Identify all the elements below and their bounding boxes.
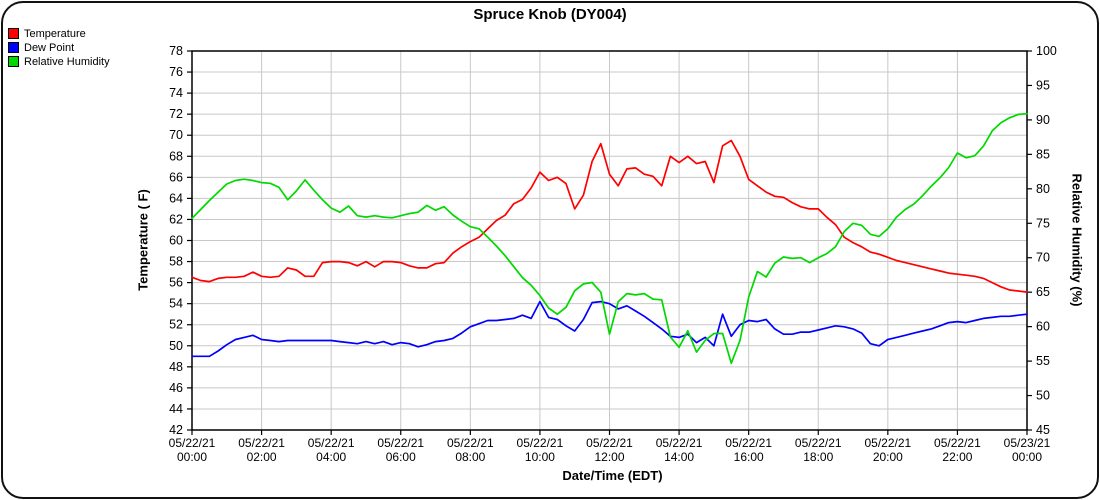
y-right-tick-label: 45 [1036,423,1050,437]
x-tick-label-date: 05/22/21 [308,436,355,450]
y-left-tick-label: 62 [169,212,183,226]
x-tick-label-date: 05/22/21 [725,436,772,450]
y-left-tick-label: 56 [169,276,183,290]
x-tick-label-time: 10:00 [525,450,555,464]
x-tick-label-date: 05/22/21 [934,436,981,450]
x-tick-label-date: 05/22/21 [586,436,633,450]
y-left-tick-label: 66 [169,170,183,184]
relative-humidity-swatch-icon [8,56,19,67]
y-right-tick-label: 85 [1036,147,1050,161]
x-tick-label-time: 06:00 [386,450,416,464]
y-left-tick-label: 70 [169,128,183,142]
legend-item-temperature: Temperature [8,27,110,40]
x-tick-label-time: 02:00 [247,450,277,464]
y-right-tick-label: 80 [1036,182,1050,196]
x-tick-label-time: 18:00 [803,450,833,464]
legend-item-dew-point: Dew Point [8,41,110,54]
y-right-tick-label: 90 [1036,113,1050,127]
y-axis-title-right: Relative Humidity (%) [1069,173,1085,307]
x-tick-label-date: 05/22/21 [169,436,216,450]
y-left-tick-label: 64 [169,191,183,205]
chart-title: Spruce Knob (DY004) [473,6,627,23]
y-right-tick-label: 55 [1036,354,1050,368]
y-left-tick-label: 52 [169,318,183,332]
relative-humidity-line [191,112,1028,365]
y-left-tick-label: 78 [169,44,183,58]
x-tick-label-time: 22:00 [942,450,972,464]
x-tick-label-time: 12:00 [594,450,624,464]
y-right-tick-label: 75 [1036,216,1050,230]
y-right-tick-label: 100 [1036,44,1057,58]
y-left-tick-label: 46 [169,381,183,395]
x-axis-title: Date/Time (EDT) [562,468,663,483]
y-left-tick-label: 76 [169,65,183,79]
x-tick-label-time: 00:00 [1012,450,1042,464]
x-tick-label-date: 05/22/21 [656,436,703,450]
y-left-tick-label: 42 [169,423,183,437]
y-right-tick-label: 70 [1036,251,1050,265]
legend-label: Dew Point [24,41,75,54]
x-tick-label-date: 05/22/21 [377,436,424,450]
legend: Temperature Dew Point Relative Humidity [8,27,110,69]
x-tick-label-time: 08:00 [455,450,485,464]
y-left-tick-label: 44 [169,402,183,416]
x-tick-label-time: 20:00 [873,450,903,464]
x-tick-label-date: 05/22/21 [795,436,842,450]
x-tick-label-date: 05/22/21 [517,436,564,450]
y-left-tick-label: 68 [169,149,183,163]
x-tick-label-time: 04:00 [316,450,346,464]
x-tick-label-time: 00:00 [177,450,207,464]
dew-point-line [191,300,1028,358]
legend-label: Temperature [24,27,86,40]
y-left-tick-label: 54 [169,297,183,311]
y-axis-title-left: Temperature ( F) [135,189,151,291]
dew-point-swatch-icon [8,42,19,53]
x-tick-label-date: 05/22/21 [447,436,494,450]
temperature-line [191,139,1028,293]
y-left-tick-label: 72 [169,107,183,121]
x-tick-label-date: 05/23/21 [1004,436,1051,450]
y-right-tick-label: 50 [1036,389,1050,403]
legend-item-relative-humidity: Relative Humidity [8,55,110,68]
y-left-tick-label: 74 [169,86,183,100]
legend-label: Relative Humidity [24,55,110,68]
y-left-tick-label: 48 [169,360,183,374]
x-tick-label-date: 05/22/21 [864,436,911,450]
y-left-tick-label: 60 [169,234,183,248]
x-tick-label-date: 05/22/21 [238,436,285,450]
x-tick-label-time: 16:00 [734,450,764,464]
y-right-tick-label: 60 [1036,320,1050,334]
x-tick-label-time: 14:00 [664,450,694,464]
y-left-tick-label: 58 [169,255,183,269]
y-right-tick-label: 65 [1036,285,1050,299]
y-right-tick-label: 95 [1036,78,1050,92]
temperature-swatch-icon [8,28,19,39]
y-left-tick-label: 50 [169,339,183,353]
